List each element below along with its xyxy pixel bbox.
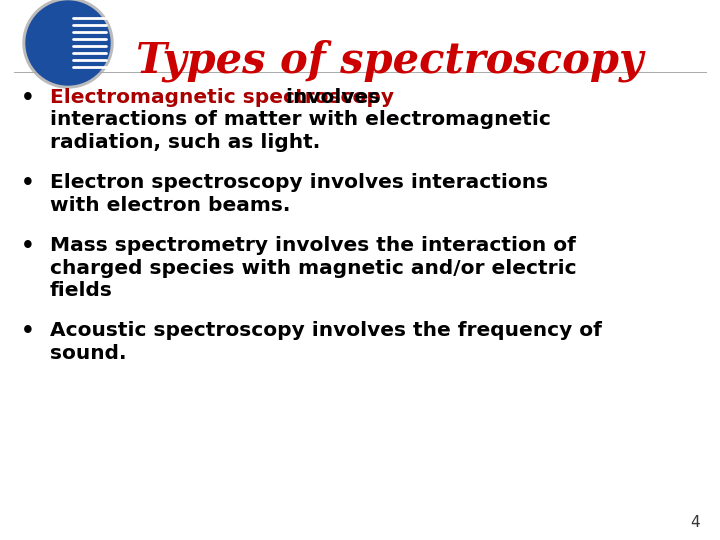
Text: Types of spectroscopy: Types of spectroscopy	[136, 40, 644, 83]
Text: Electromagnetic spectroscopy: Electromagnetic spectroscopy	[50, 88, 394, 107]
Text: •: •	[21, 88, 35, 108]
Text: •: •	[21, 173, 35, 193]
Text: radiation, such as light.: radiation, such as light.	[50, 133, 320, 152]
Text: with electron beams.: with electron beams.	[50, 195, 290, 215]
Text: sound.: sound.	[50, 344, 127, 363]
Text: •: •	[21, 236, 35, 256]
Text: Electron spectroscopy involves interactions: Electron spectroscopy involves interacti…	[50, 173, 548, 192]
Text: interactions of matter with electromagnetic: interactions of matter with electromagne…	[50, 110, 551, 130]
Text: charged species with magnetic and/or electric: charged species with magnetic and/or ele…	[50, 259, 577, 278]
Text: •: •	[21, 321, 35, 341]
Text: Acoustic spectroscopy involves the frequency of: Acoustic spectroscopy involves the frequ…	[50, 321, 602, 340]
Circle shape	[23, 0, 113, 88]
Text: fields: fields	[50, 281, 113, 300]
Circle shape	[26, 1, 110, 85]
Text: Mass spectrometry involves the interaction of: Mass spectrometry involves the interacti…	[50, 236, 576, 255]
Text: 4: 4	[690, 515, 700, 530]
Text: involves: involves	[279, 88, 381, 107]
